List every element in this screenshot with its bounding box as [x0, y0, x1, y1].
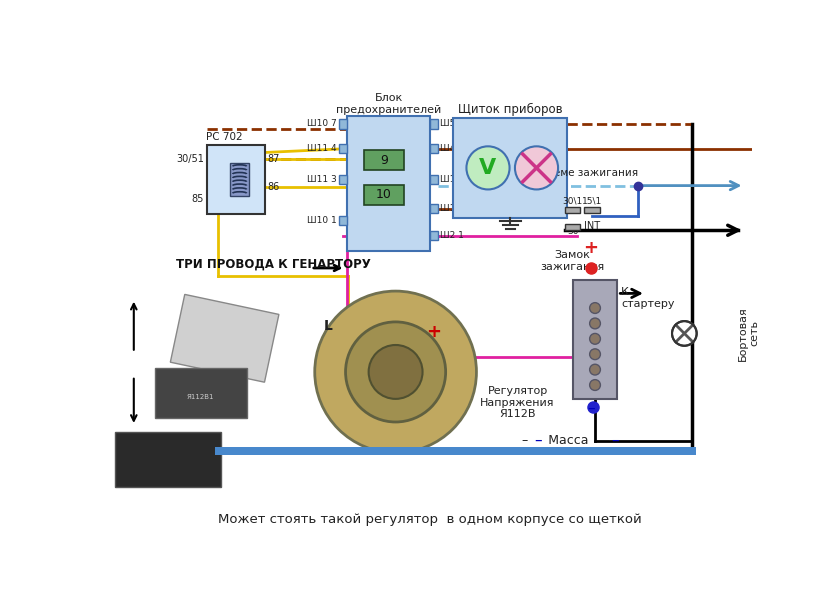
- Bar: [170, 294, 279, 382]
- Bar: [339, 216, 347, 225]
- Text: INT: INT: [584, 221, 600, 230]
- Text: 10: 10: [376, 188, 392, 201]
- Bar: [154, 368, 247, 418]
- Circle shape: [315, 291, 477, 453]
- Text: Ш10 1: Ш10 1: [308, 216, 337, 224]
- Text: Ш1 5: Ш1 5: [440, 175, 464, 184]
- Circle shape: [590, 318, 600, 329]
- Circle shape: [345, 322, 446, 422]
- Text: Регулятор
Напряжения
Я112В: Регулятор Напряжения Я112В: [480, 386, 555, 419]
- Text: 15\1: 15\1: [582, 196, 602, 205]
- Text: Ш2 1: Ш2 1: [440, 231, 464, 240]
- Text: К
стартеру: К стартеру: [621, 287, 675, 309]
- Text: Ш1 4: Ш1 4: [440, 204, 464, 213]
- Bar: [565, 207, 581, 213]
- Circle shape: [590, 334, 600, 344]
- Circle shape: [672, 321, 696, 346]
- Text: PC 702: PC 702: [206, 132, 242, 142]
- Text: Ш4 1: Ш4 1: [440, 144, 464, 153]
- Text: Замок
зажигания: Замок зажигания: [541, 250, 605, 272]
- Circle shape: [590, 349, 600, 359]
- Bar: [207, 145, 265, 214]
- Text: +: +: [583, 239, 598, 257]
- Text: Ш10 7: Ш10 7: [308, 119, 337, 128]
- Text: –: –: [587, 401, 595, 416]
- Text: 30/51: 30/51: [176, 153, 204, 164]
- Bar: [430, 204, 438, 213]
- Text: Ш5 3: Ш5 3: [440, 119, 464, 128]
- Text: –: –: [611, 432, 618, 447]
- Bar: [339, 119, 347, 128]
- Bar: [339, 175, 347, 184]
- Bar: [453, 118, 567, 218]
- Bar: [364, 185, 404, 205]
- Text: 85: 85: [192, 193, 204, 204]
- Text: 30: 30: [567, 227, 578, 236]
- Bar: [430, 144, 438, 153]
- Bar: [584, 207, 600, 213]
- Circle shape: [590, 364, 600, 375]
- Circle shape: [369, 345, 422, 399]
- Text: Щиток приборов: Щиток приборов: [458, 103, 562, 116]
- Bar: [339, 144, 347, 153]
- Text: –: –: [535, 432, 542, 447]
- Text: Бортовая
сеть: Бортовая сеть: [738, 306, 760, 361]
- Bar: [347, 116, 430, 251]
- Circle shape: [515, 146, 558, 189]
- Text: L: L: [323, 319, 333, 333]
- Text: 86: 86: [268, 182, 280, 192]
- Text: Блок
предохранителей: Блок предохранителей: [336, 93, 442, 115]
- Circle shape: [467, 146, 510, 189]
- Bar: [364, 150, 404, 170]
- Bar: [215, 447, 696, 455]
- Bar: [115, 432, 220, 487]
- Bar: [430, 119, 438, 128]
- Text: 30\1: 30\1: [562, 196, 582, 205]
- Text: К системе зажигания: К системе зажигания: [519, 168, 639, 178]
- Text: 9: 9: [380, 153, 388, 167]
- Text: V: V: [479, 158, 497, 178]
- Circle shape: [590, 303, 600, 313]
- Bar: [565, 224, 581, 230]
- Text: Ш11 3: Ш11 3: [308, 175, 337, 184]
- Text: +: +: [427, 323, 442, 341]
- Bar: [430, 175, 438, 184]
- Bar: [430, 231, 438, 240]
- Text: Может стоять такой регулятор  в одном корпусе со щеткой: Может стоять такой регулятор в одном кор…: [219, 513, 642, 527]
- Bar: [230, 162, 249, 196]
- Text: Я112B1: Я112B1: [187, 395, 215, 401]
- Circle shape: [590, 380, 600, 390]
- Text: Ш11 4: Ш11 4: [308, 144, 337, 153]
- Text: –     Масса     –: – Масса –: [522, 435, 615, 447]
- Text: ТРИ ПРОВОДА К ГЕНАРТОРУ: ТРИ ПРОВОДА К ГЕНАРТОРУ: [176, 258, 371, 270]
- Bar: [572, 279, 618, 399]
- Text: 87: 87: [268, 153, 280, 164]
